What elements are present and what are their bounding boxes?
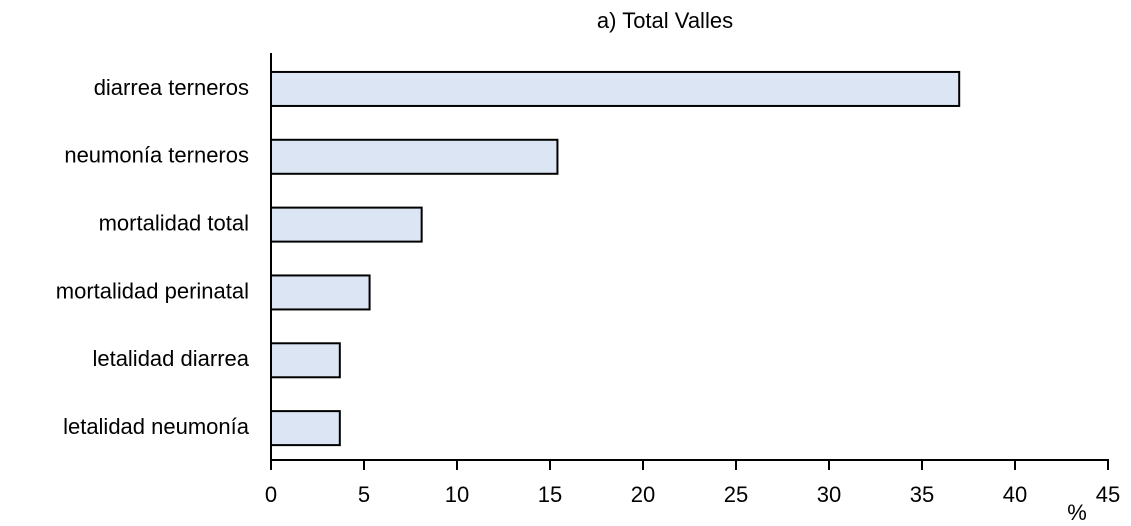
x-tick-label: 40 (1003, 482, 1027, 507)
chart-title: a) Total Valles (597, 8, 733, 33)
bar (270, 342, 341, 379)
y-tick-label: mortalidad perinatal (56, 278, 249, 303)
bar (270, 206, 423, 243)
x-tick-label: 25 (724, 482, 748, 507)
x-tick-label: 30 (817, 482, 841, 507)
x-tick-label: 15 (538, 482, 562, 507)
x-axis-label: % (1067, 500, 1087, 525)
y-tick-label: letalidad diarrea (92, 346, 249, 371)
x-tick-label: 20 (631, 482, 655, 507)
y-tick-label: letalidad neumonía (63, 414, 250, 439)
bar (270, 70, 961, 107)
y-tick-label: diarrea terneros (94, 75, 249, 100)
y-tick-label: neumonía terneros (64, 143, 249, 168)
bar (270, 410, 341, 447)
bar (270, 138, 559, 175)
x-tick-label: 10 (445, 482, 469, 507)
x-tick-label: 35 (910, 482, 934, 507)
x-tick-label: 0 (265, 482, 277, 507)
bar (270, 274, 371, 311)
x-tick-label: 5 (358, 482, 370, 507)
y-tick-label: mortalidad total (99, 210, 249, 235)
x-tick-label: 45 (1096, 482, 1120, 507)
